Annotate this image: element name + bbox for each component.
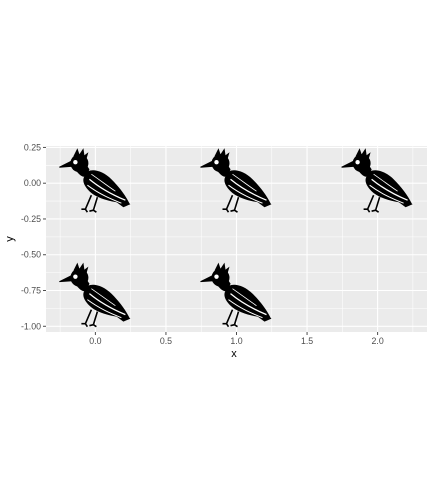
x-axis-title: x <box>231 348 237 360</box>
x-axis: 0.0 0.5 1.0 1.5 2.0 <box>89 332 384 346</box>
y-axis: 0.25 0.00 -0.25 -0.50 -0.75 -1.00 <box>21 142 46 331</box>
x-tick-label: 2.0 <box>371 336 383 346</box>
y-tick-label: -0.75 <box>21 286 41 296</box>
y-tick-label: 0.00 <box>24 178 41 188</box>
x-tick-label: 0.5 <box>160 336 172 346</box>
x-tick-label: 1.0 <box>230 336 242 346</box>
x-tick-label: 0.0 <box>89 336 101 346</box>
y-tick-label: 0.25 <box>24 142 41 152</box>
x-tick-label: 1.5 <box>301 336 313 346</box>
y-tick-label: -0.50 <box>21 250 41 260</box>
y-tick-label: -0.25 <box>21 214 41 224</box>
y-axis-title: y <box>4 236 16 242</box>
y-tick-label: -1.00 <box>21 321 41 331</box>
